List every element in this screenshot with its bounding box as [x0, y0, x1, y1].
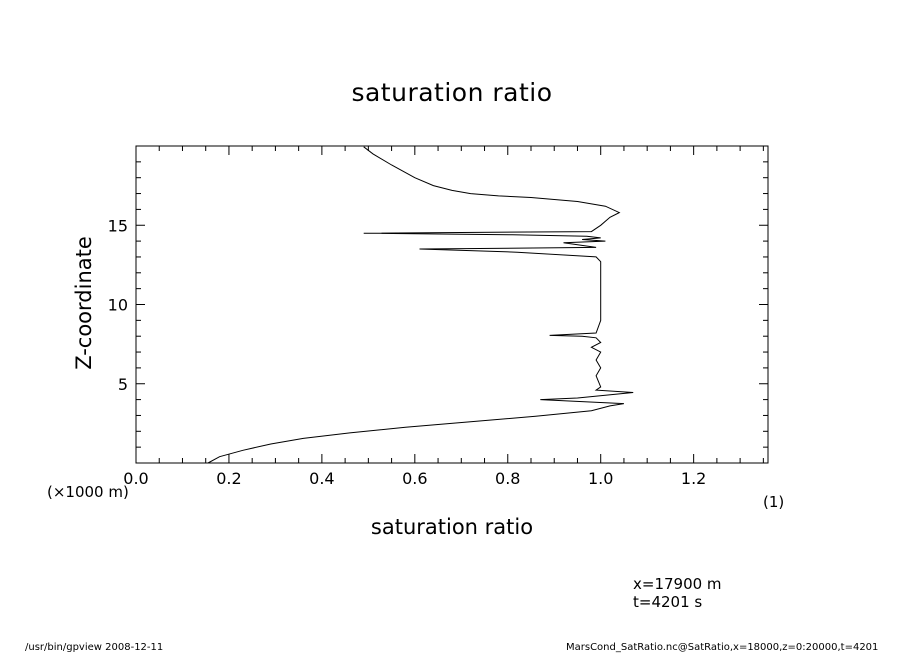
x-tick-label: 0.6	[402, 469, 427, 488]
location-annotation-x: x=17900 m	[633, 575, 722, 593]
x-tick-label: 0.8	[495, 469, 520, 488]
y-tick-label: 5	[118, 375, 128, 394]
y-tick-label: 15	[108, 216, 128, 235]
y-tick-label: 10	[108, 296, 128, 315]
x-tick-label: 0.0	[123, 469, 148, 488]
location-annotation-t: t=4201 s	[633, 593, 703, 611]
axis-ticks	[135, 145, 768, 464]
footer-right: MarsCond_SatRatio.nc@SatRatio,x=18000,z=…	[566, 642, 879, 653]
tick-labels: 0.0 0.2 0.4 0.6 0.8 1.0 1.2 5 10 15	[108, 216, 707, 488]
x-unit-note: (1)	[763, 493, 785, 511]
x-tick-label: 1.2	[681, 469, 706, 488]
plot-frame	[135, 145, 769, 464]
x-axis-label: saturation ratio	[370, 515, 534, 539]
y-axis-label: Z-coordinate	[72, 236, 96, 370]
footer-left: /usr/bin/gpview 2008-12-11	[25, 642, 164, 653]
chart-title: saturation ratio	[351, 78, 553, 107]
y-scale-note: (×1000 m)	[47, 483, 129, 501]
saturation-ratio-profile-line	[207, 146, 634, 464]
x-tick-label: 0.4	[309, 469, 334, 488]
x-tick-label: 1.0	[588, 469, 613, 488]
x-tick-label: 0.2	[216, 469, 241, 488]
